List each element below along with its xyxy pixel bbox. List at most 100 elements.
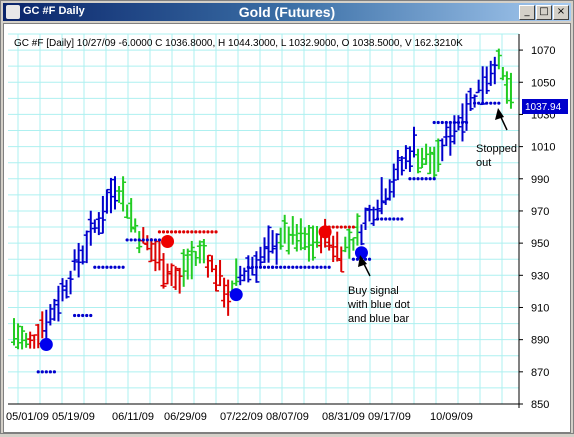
- stop-dot: [40, 370, 44, 374]
- stop-dot: [376, 217, 380, 221]
- stop-dot: [77, 313, 81, 318]
- chart-main-title: Gold (Futures): [238, 4, 336, 20]
- buy-signal-annotation: Buy signal with blue dot and blue bar: [347, 255, 410, 325]
- stop-dot: [456, 120, 461, 125]
- current-price-tag: 1037.94: [522, 99, 568, 114]
- stop-dot: [73, 313, 77, 318]
- stop-dot: [464, 120, 469, 125]
- symbol-title: GC #F Daily: [23, 5, 85, 17]
- stop-dot: [420, 177, 424, 181]
- stop-dot: [85, 313, 89, 318]
- stop-dot: [307, 265, 311, 269]
- y-tick-label: 1070: [531, 45, 555, 57]
- stop-dot: [81, 313, 85, 318]
- stop-dot: [327, 265, 331, 269]
- stopped-out-label-1: Stopped: [476, 143, 517, 155]
- y-tick-label: 890: [531, 335, 549, 347]
- stop-dot: [198, 230, 202, 234]
- stop-dot: [145, 238, 149, 242]
- stop-dot: [129, 238, 133, 242]
- minimize-button[interactable]: _: [519, 5, 535, 20]
- stop-dot: [101, 265, 105, 269]
- stop-dot: [262, 265, 267, 269]
- y-tick-label: 950: [531, 238, 549, 250]
- stop-dot: [149, 238, 153, 242]
- stop-dot: [388, 217, 392, 221]
- stop-dot: [351, 257, 355, 261]
- stop-dot: [351, 225, 355, 229]
- x-axis: 05/01/09 05/19/09 06/11/09 06/29/09 07/22/09…: [6, 411, 473, 423]
- x-tick-label: 07/22/09: [220, 411, 263, 423]
- stop-dot: [452, 120, 456, 125]
- stop-dot: [206, 230, 210, 234]
- app-icon: [6, 5, 20, 19]
- stop-dot: [250, 265, 254, 269]
- stop-dot: [299, 265, 303, 269]
- x-tick-label: 05/01/09: [6, 411, 49, 423]
- stop-dot: [137, 238, 141, 242]
- stop-dot: [52, 370, 57, 374]
- stop-dot: [335, 225, 339, 229]
- stop-dot: [93, 265, 97, 269]
- stop-dot: [472, 101, 477, 105]
- sell-signal-dot: [318, 225, 332, 239]
- stop-dot: [291, 265, 295, 269]
- stop-dot: [448, 120, 452, 125]
- chart-area[interactable]: 850 870 890 910 930 950 970 990 1010 1030 1050 1070…: [3, 23, 571, 433]
- stop-dot: [165, 230, 170, 234]
- stop-dot: [481, 101, 485, 105]
- stop-dot: [444, 120, 448, 125]
- stop-dot: [319, 265, 323, 269]
- buy-signal-label-2: with blue dot: [347, 299, 410, 311]
- y-tick-label: 1010: [531, 142, 555, 154]
- stop-dot: [157, 238, 162, 242]
- stop-dot: [161, 230, 166, 234]
- quote-line: GC #F [Daily] 10/27/09 -6.0000 C 1036.80…: [14, 38, 463, 49]
- buy-signal-dot: [229, 288, 243, 302]
- x-tick-label: 06/11/09: [112, 411, 154, 423]
- stop-dot: [214, 230, 218, 234]
- buy-signal-label-1: Buy signal: [348, 285, 399, 297]
- y-tick-label: 870: [531, 367, 549, 379]
- stop-dot: [36, 370, 40, 374]
- y-tick-label: 990: [531, 174, 549, 186]
- stop-dot: [246, 265, 250, 269]
- stop-dot: [182, 230, 186, 234]
- stop-dot: [157, 230, 162, 234]
- stop-dot: [408, 177, 412, 181]
- x-tick-label: 10/09/09: [430, 411, 473, 423]
- buy-signal-arrow-head: [358, 255, 367, 267]
- price-chart[interactable]: 8508708909109309509709901010103010501070…: [4, 24, 570, 432]
- stop-dot: [363, 257, 368, 261]
- close-button[interactable]: ×: [553, 5, 569, 20]
- stop-dot: [380, 217, 384, 221]
- stop-dot: [202, 230, 206, 234]
- maximize-button[interactable]: □: [536, 5, 552, 20]
- grid-lines: [8, 33, 520, 408]
- stop-dot: [275, 265, 279, 269]
- stop-dots: [36, 101, 501, 374]
- stop-dot: [339, 225, 343, 229]
- stop-dot: [295, 265, 299, 269]
- current-price-label: 1037.94: [525, 102, 562, 113]
- title-bar[interactable]: GC #F Daily Gold (Futures) _ □ ×: [3, 3, 571, 21]
- stop-dot: [178, 230, 182, 234]
- stop-dot: [109, 265, 113, 269]
- stop-dot: [489, 101, 493, 105]
- price-bars: [11, 48, 514, 350]
- stop-dot: [428, 177, 432, 181]
- stop-dot: [121, 265, 125, 269]
- stop-dot: [396, 217, 400, 221]
- stop-dot: [113, 265, 117, 269]
- stop-dot: [270, 265, 275, 269]
- stop-dot: [343, 225, 347, 229]
- stop-dot: [347, 225, 351, 229]
- stopped-out-annotation: Stopped out: [476, 108, 517, 169]
- stop-dot: [117, 265, 121, 269]
- stop-dot: [432, 120, 436, 125]
- y-tick-label: 970: [531, 206, 549, 218]
- stop-dot: [283, 265, 287, 269]
- stop-dot: [400, 217, 404, 221]
